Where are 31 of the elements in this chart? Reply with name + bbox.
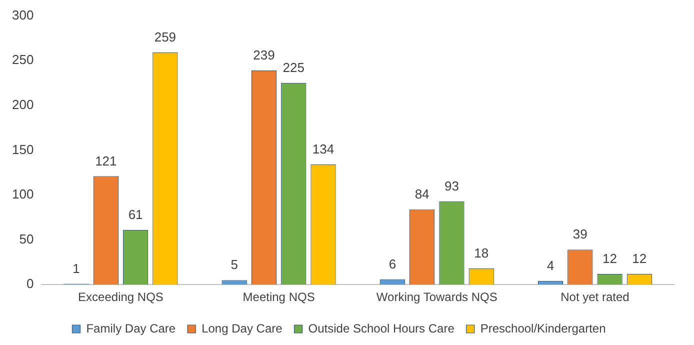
legend-label: Preschool/Kindergarten	[480, 321, 606, 336]
x-tick-label: Exceeding NQS	[78, 290, 164, 304]
y-tick-label: 150	[12, 142, 34, 157]
x-tick-label: Not yet rated	[560, 290, 630, 304]
data-label: 121	[95, 153, 117, 168]
legend-label: Family Day Care	[86, 321, 176, 336]
data-label: 4	[546, 258, 554, 274]
data-label: 225	[282, 60, 304, 76]
data-label: 259	[154, 30, 176, 45]
data-label: 39	[572, 226, 588, 242]
legend-label: Long Day Care	[202, 321, 283, 336]
y-tick-label: 300	[12, 7, 34, 22]
y-tick-label: 250	[12, 52, 34, 68]
y-tick-label: 200	[12, 96, 34, 112]
data-label: 12	[602, 250, 618, 266]
y-tick-label: 50	[19, 231, 34, 246]
y-tick-label: 100	[12, 186, 34, 202]
data-label: 18	[474, 246, 489, 261]
data-label: 134	[312, 142, 334, 157]
data-label: 1	[72, 260, 80, 276]
data-label: 61	[128, 207, 143, 222]
data-label: 84	[414, 186, 430, 202]
legend-label: Outside School Hours Care	[308, 321, 455, 336]
data-label: 93	[444, 178, 459, 194]
data-label: 12	[632, 250, 647, 266]
data-label: 239	[253, 48, 275, 63]
data-label: 5	[230, 257, 238, 272]
x-tick-label: Working Towards NQS	[376, 290, 498, 304]
data-label: 6	[388, 256, 396, 272]
x-tick-label: Meeting NQS	[242, 290, 315, 304]
y-tick-label: 0	[26, 276, 34, 292]
